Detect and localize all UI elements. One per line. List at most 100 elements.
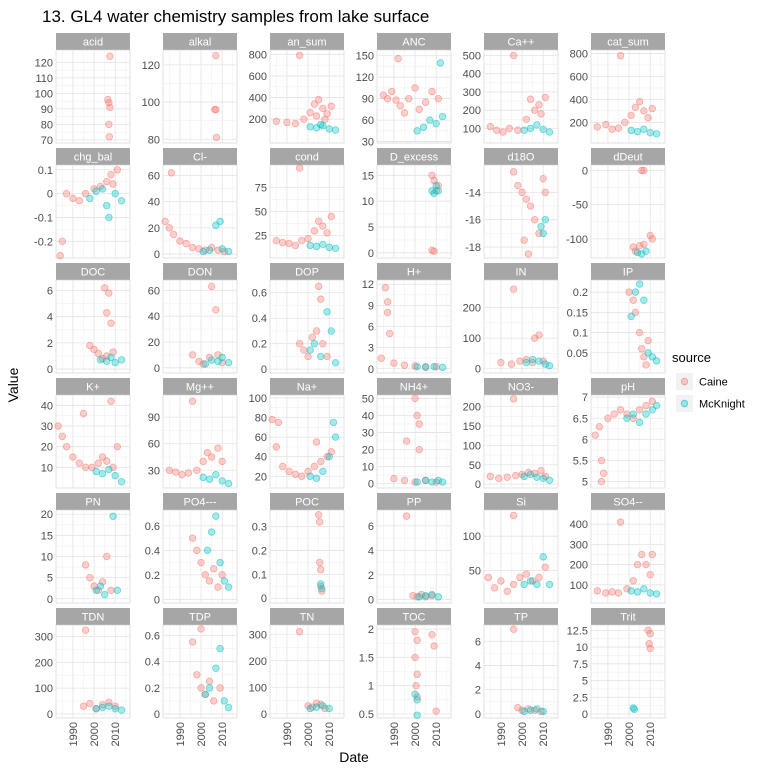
data-point [499, 128, 507, 136]
data-point [298, 236, 306, 245]
x-tick-label: 1990 [175, 722, 187, 746]
data-point [411, 84, 419, 92]
y-tick-label: 0.05 [567, 348, 588, 360]
facet-toc: TOC 0.5 1 1.5 2 1990 2000 2010 [359, 608, 452, 746]
panel-background [55, 279, 131, 374]
data-point [616, 518, 625, 526]
data-point [633, 560, 642, 569]
data-point [272, 236, 281, 245]
data-point [98, 703, 107, 712]
data-point [413, 696, 421, 704]
data-point [438, 363, 447, 372]
y-tick-label: 400 [463, 69, 481, 81]
data-point [428, 590, 436, 599]
data-point [428, 87, 436, 96]
data-point [323, 452, 331, 461]
y-tick-label: 500 [463, 50, 481, 62]
data-point [291, 241, 300, 250]
y-tick-label: -100 [566, 234, 588, 246]
data-point [537, 110, 545, 118]
x-tick-label: 2010 [110, 722, 122, 746]
data-point [593, 123, 602, 131]
facet-cat-sum: cat_sum 200 400 600 800 [570, 33, 666, 144]
data-point [312, 703, 321, 711]
data-point [541, 188, 550, 197]
data-point [591, 431, 599, 439]
data-point [413, 411, 421, 420]
data-point [518, 188, 526, 197]
facet-strip-label: K+ [86, 382, 100, 394]
data-point [310, 462, 319, 471]
data-point [171, 468, 180, 476]
y-tick-label: 90 [41, 104, 53, 116]
data-point [199, 360, 207, 368]
data-point [79, 409, 88, 418]
data-point [272, 443, 281, 451]
data-point [188, 638, 197, 646]
data-point [604, 414, 612, 422]
facet-poc: POC 0 0.1 0.2 0.3 [252, 493, 345, 605]
y-tick-label: 50 [362, 393, 374, 405]
data-point [314, 96, 323, 104]
facet-strip [484, 148, 558, 165]
data-point [272, 117, 281, 126]
x-tick-label: 1990 [68, 722, 80, 746]
panel-background [162, 279, 238, 374]
data-point [312, 699, 321, 707]
data-point [402, 437, 411, 445]
y-tick-label: 10 [362, 196, 374, 208]
legend-label: Caine [699, 377, 728, 389]
data-point [642, 247, 650, 255]
data-point [638, 550, 646, 559]
data-point [319, 339, 327, 348]
y-tick-label: 0.6 [145, 630, 160, 642]
data-point [514, 181, 522, 190]
data-point [107, 586, 115, 595]
data-point [111, 705, 119, 713]
data-point [216, 644, 224, 653]
y-tick-label: 150 [463, 421, 481, 433]
data-point [646, 128, 654, 137]
y-tick-label: 2.5 [573, 692, 588, 704]
data-point [635, 280, 644, 288]
data-point [315, 518, 324, 526]
data-point [188, 243, 197, 252]
data-point [392, 96, 400, 104]
y-tick-label: 6 [582, 434, 588, 446]
data-point [214, 444, 222, 452]
data-point [94, 586, 102, 595]
data-point [602, 120, 610, 129]
data-point [318, 587, 326, 595]
facet-pp: PP 0 2 4 6 [368, 493, 452, 606]
x-tick-label: 1990 [603, 722, 615, 746]
data-point [283, 118, 291, 127]
y-tick-label: 0 [154, 709, 160, 721]
data-point [212, 664, 220, 672]
data-point [306, 472, 314, 480]
data-point [646, 644, 654, 653]
data-point [103, 177, 111, 186]
data-point [633, 127, 642, 136]
data-point [646, 629, 654, 638]
y-tick-label: 0.2 [252, 546, 267, 558]
data-point [117, 706, 126, 714]
data-point [310, 227, 319, 235]
facet-strip [270, 148, 344, 165]
y-tick-label: 200 [463, 402, 481, 414]
y-tick-label: 200 [249, 656, 267, 668]
data-point [631, 288, 640, 296]
facet-acid: acid 70 80 90 100 110 120 [35, 33, 131, 147]
facet-strip-label: acid [83, 37, 103, 49]
y-tick-label: 0 [47, 364, 53, 376]
data-point [539, 553, 547, 561]
facet-ddeut: dDeut -100 -50 0 [566, 148, 666, 259]
data-point [535, 573, 543, 582]
data-point [210, 697, 218, 705]
y-tick-label: 6 [368, 521, 374, 533]
data-point [512, 471, 520, 480]
data-point [541, 216, 550, 224]
data-point [509, 625, 518, 633]
facet-chg-bal: chg_bal -0.2 -0.1 0 0.1 [34, 148, 131, 260]
panel-background [269, 279, 345, 374]
facet-strip [484, 33, 558, 50]
